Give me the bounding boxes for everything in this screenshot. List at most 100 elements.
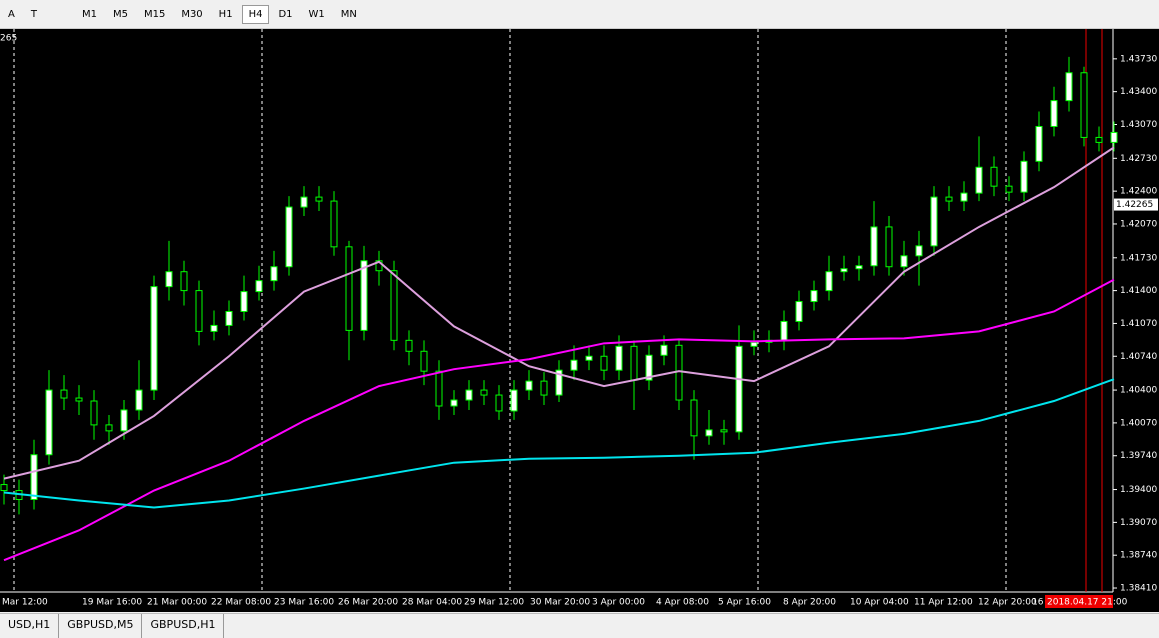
candle-body [525, 380, 533, 391]
candle-body [465, 389, 473, 401]
candle-body [150, 286, 158, 391]
y-tick-label: 1.39070 [1120, 518, 1157, 528]
candle-body [120, 409, 128, 432]
candle-body [705, 429, 713, 437]
candle-body [180, 271, 188, 292]
x-tick-label: 12 Apr 20:00 [978, 598, 1037, 608]
chart-tab[interactable]: GBPUSD,H1 [142, 614, 225, 638]
chart-tab[interactable]: GBPUSD,M5 [59, 614, 143, 638]
timeframe-button[interactable]: D1 [278, 8, 293, 20]
candle-body [255, 280, 263, 293]
candle-body [450, 399, 458, 407]
candle-body [870, 226, 878, 267]
timeframe-button[interactable]: MN [340, 8, 357, 20]
x-tick-label: Mar 12:00 [2, 598, 48, 608]
candle-body [1050, 100, 1058, 127]
candle-body [1065, 72, 1073, 102]
candle-body [510, 389, 518, 412]
candle-body [1005, 185, 1013, 193]
candle-body [735, 345, 743, 433]
candle-body [60, 389, 68, 399]
candle-body [780, 320, 788, 341]
y-tick-label: 1.42400 [1120, 187, 1157, 197]
timeframe-button[interactable]: M15 [143, 8, 166, 20]
y-tick-label: 1.38740 [1120, 551, 1157, 561]
x-tick-label: 11 Apr 12:00 [914, 598, 973, 608]
y-tick-label: 1.43730 [1120, 54, 1157, 64]
timeframe-button[interactable]: M5 [112, 8, 128, 20]
x-tick-label: 10 Apr 04:00 [850, 598, 909, 608]
x-tick-label: 29 Mar 12:00 [464, 598, 524, 608]
candle-body [285, 206, 293, 268]
candle-body [495, 394, 503, 412]
candle-body [300, 196, 308, 208]
candle-body [600, 355, 608, 371]
chart: 265 1.38410 1.38740 1.39070 1.39400 1.39740 1… [0, 29, 1159, 612]
timeframe-button[interactable]: H1 [218, 8, 233, 20]
current-price-box [1114, 198, 1158, 211]
toolbar: A T M1 M5 M15 M30 H1 H4 D1 W1 MN [0, 0, 1159, 29]
corner-label: 265 [0, 34, 17, 44]
x-tick-label: 21 Mar 00:00 [147, 598, 207, 608]
candle-body [690, 399, 698, 437]
candle-body [615, 345, 623, 371]
x-tick-label: 19 Mar 16:00 [82, 598, 142, 608]
y-tick-label: 1.43400 [1120, 87, 1157, 97]
candle-body [645, 354, 653, 381]
candle-body [75, 397, 83, 402]
moving-average [3, 378, 1115, 509]
timeframe-button[interactable]: M1 [81, 8, 97, 20]
candle-body [105, 424, 113, 432]
candle-body [750, 341, 758, 347]
y-tick-label: 1.40070 [1120, 418, 1157, 428]
candle-body [195, 290, 203, 332]
candle-body [435, 370, 443, 407]
candle-body [315, 196, 323, 202]
candle-body [1020, 160, 1028, 193]
candle-body [855, 265, 863, 270]
candle-body [165, 271, 173, 288]
candle-body [90, 400, 98, 426]
candle-body [570, 359, 578, 371]
y-tick-label: 1.38410 [1120, 584, 1157, 594]
chart-tab[interactable]: USD,H1 [0, 614, 60, 638]
timeframe-button[interactable]: M30 [181, 8, 203, 20]
candle-body [240, 291, 248, 312]
timeframe-button[interactable]: W1 [308, 8, 325, 20]
candle-body [330, 200, 338, 248]
candle-body [795, 301, 803, 322]
candle-body [540, 380, 548, 396]
chart-background [0, 29, 1159, 612]
candle-body [405, 339, 413, 352]
x-tick-label: 3 Apr 00:00 [592, 598, 645, 608]
y-tick-label: 1.41400 [1120, 286, 1157, 296]
candle-body [1110, 131, 1118, 143]
x-tick-label: 26 Mar 20:00 [338, 598, 398, 608]
x-tick-label: 30 Mar 20:00 [530, 598, 590, 608]
candle-body [0, 484, 8, 492]
x-tick-label: 5 Apr 16:00 [718, 598, 771, 608]
toolbar-button[interactable]: A [8, 8, 15, 20]
candle-body [825, 271, 833, 292]
candle-body [555, 369, 563, 396]
x-tick-label: 8 Apr 20:00 [783, 598, 836, 608]
y-tick-label: 1.41070 [1120, 319, 1157, 329]
candle-body [960, 192, 968, 202]
candle-body [810, 290, 818, 303]
timeframe-button[interactable]: H4 [241, 4, 270, 24]
candle-body [720, 429, 728, 433]
candle-body [135, 389, 143, 411]
cursor-label-box [1045, 595, 1113, 608]
candle-body [930, 196, 938, 247]
y-tick-label: 1.39740 [1120, 451, 1157, 461]
candle-body [1035, 125, 1043, 162]
candle-body [990, 166, 998, 187]
candle-body [270, 266, 278, 282]
candle-body [900, 255, 908, 268]
candle-body [585, 355, 593, 361]
moving-average [3, 146, 1115, 480]
toolbar-button[interactable]: T [30, 8, 37, 20]
tab-bar: USD,H1 GBPUSD,M5 GBPUSD,H1 [0, 613, 1159, 638]
candle-body [45, 389, 53, 456]
